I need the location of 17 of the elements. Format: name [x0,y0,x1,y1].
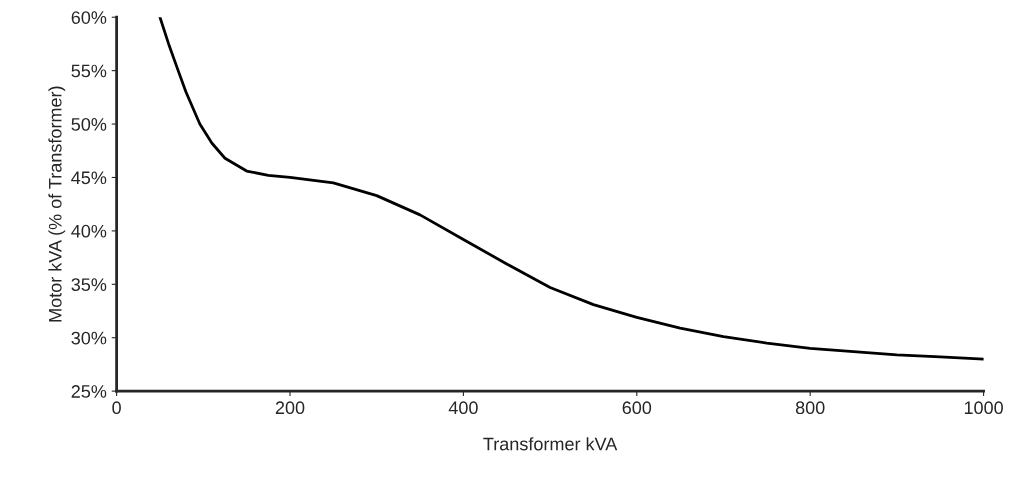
y-tick-label: 40% [71,224,107,238]
y-axis-title: Motor kVA (% of Transformer) [48,86,66,322]
x-tick-label: 1000 [964,401,1003,415]
y-tick-label: 60% [71,11,107,24]
y-tick-label: 25% [71,385,107,398]
y-tick-label: 30% [71,331,107,345]
x-axis-title: Transformer kVA [483,437,618,451]
y-tick-label: 35% [71,278,107,292]
x-tick-label: 600 [622,401,652,415]
y-tick-label: 50% [71,117,107,131]
y-tick-label: 55% [71,64,107,78]
x-tick-label: 0 [112,401,121,415]
x-tick-label: 400 [448,401,478,415]
y-tick-label: 45% [71,171,107,185]
x-tick-label: 800 [795,401,825,415]
x-tick-label: 200 [275,401,305,415]
line-series [158,17,984,361]
